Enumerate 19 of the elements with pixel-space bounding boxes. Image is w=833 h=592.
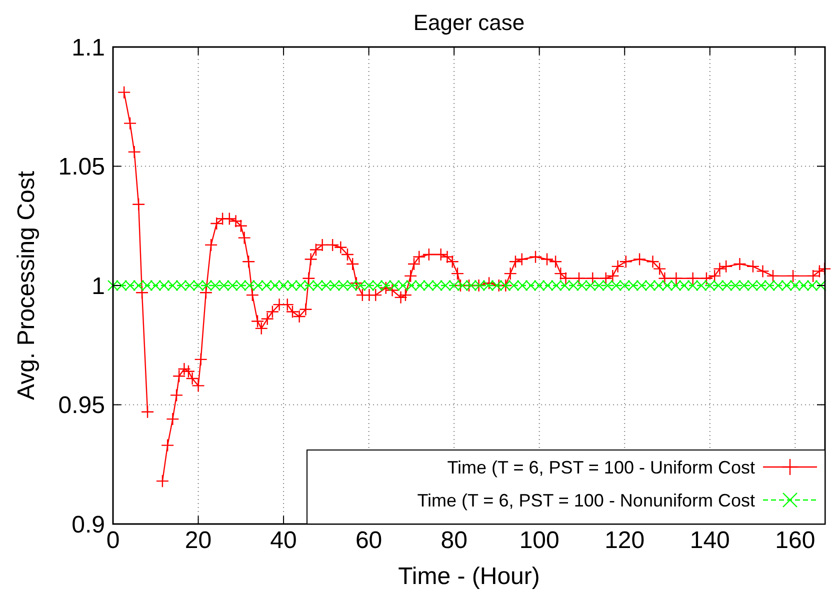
- x-tick-label: 120: [604, 527, 645, 554]
- x-tick-label: 60: [355, 527, 382, 554]
- x-tick-label: 0: [106, 527, 120, 554]
- y-tick-label: 1: [92, 272, 105, 300]
- y-tick-label: 0.95: [58, 392, 105, 420]
- x-tick-label: 80: [440, 527, 468, 554]
- x-tick-label: 140: [690, 527, 730, 554]
- x-tick-label: 160: [775, 527, 816, 554]
- y-tick-label: 1.05: [58, 154, 105, 181]
- x-tick-label: 20: [184, 527, 212, 554]
- y-axis-title: Avg. Processing Cost: [13, 170, 40, 400]
- chart-title: Eager case: [413, 10, 525, 35]
- x-tick-label: 40: [270, 527, 297, 554]
- y-tick-label: 0.9: [72, 511, 105, 538]
- x-axis-title: Time - (Hour): [398, 563, 540, 590]
- legend-label: Time (T = 6, PST = 100 - Nonuniform Cost: [417, 490, 755, 510]
- legend-label: Time (T = 6, PST = 100 - Uniform Cost: [447, 457, 755, 478]
- x-tick-label: 100: [519, 527, 560, 554]
- y-tick-label: 1.1: [72, 34, 105, 62]
